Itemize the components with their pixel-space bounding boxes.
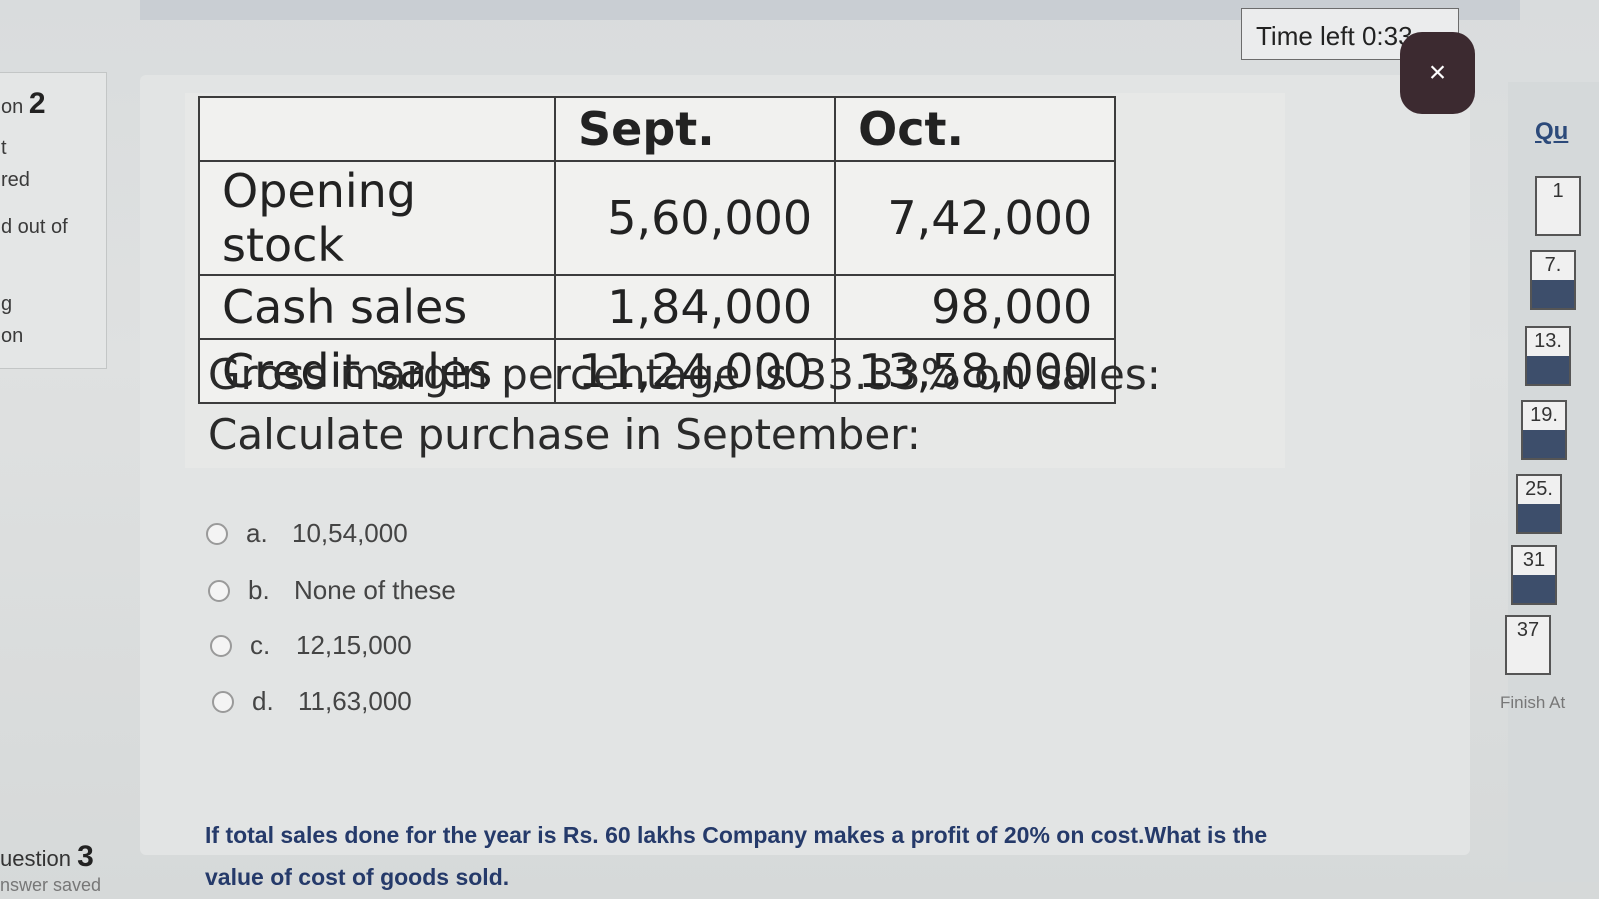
option-text: 10,54,000 (292, 518, 408, 548)
option-text: 12,15,000 (296, 630, 412, 660)
answered-indicator (1532, 280, 1574, 308)
table-cell: Opening stock (198, 160, 556, 276)
question-info-panel: on 2 t red d out of g on (0, 72, 107, 369)
table-header-cell (198, 96, 556, 162)
finish-attempt-link[interactable]: Finish At (1500, 693, 1566, 712)
top-bar (140, 0, 1520, 20)
table-row: Credit sales 11,24,000 13,58,000 (198, 338, 1117, 404)
info-line: red (1, 169, 30, 191)
nav-question-number: 37 (1516, 619, 1540, 641)
nav-question-button[interactable]: 13. (1525, 326, 1571, 386)
option-letter: c. (250, 630, 271, 660)
question-prompt: Calculate purchase in September: (208, 410, 921, 459)
close-button[interactable]: × (1400, 32, 1475, 114)
table-cell: 98,000 (834, 274, 1117, 340)
table-cell: 1,84,000 (553, 274, 837, 340)
nav-question-button[interactable]: 1 (1535, 176, 1581, 236)
answered-indicator (1518, 504, 1560, 532)
nav-question-button[interactable]: 7. (1530, 250, 1576, 310)
info-line: d out of (1, 216, 68, 238)
radio-button[interactable] (208, 579, 230, 602)
option-b[interactable]: b. None of these (208, 575, 456, 606)
table-header-cell: Sept. (553, 96, 837, 162)
close-icon: × (1428, 56, 1447, 89)
option-a[interactable]: a. 10,54,000 (206, 518, 408, 549)
answer-status: nswer saved (0, 875, 102, 895)
table-cell: 7,42,000 (834, 160, 1117, 276)
info-line: g (1, 293, 13, 315)
question-heading: on 2 (1, 87, 46, 120)
table-cell: Cash sales (198, 274, 556, 340)
radio-button[interactable] (210, 634, 232, 657)
table-header-cell: Oct. (834, 96, 1117, 162)
nav-question-button[interactable]: 19. (1521, 400, 1567, 460)
info-line: on (1, 325, 24, 347)
quiz-navigation-title: Qu (1535, 118, 1569, 145)
next-question-number: 3 (77, 840, 94, 873)
question-number: 2 (28, 87, 46, 120)
next-question-text: If total sales done for the year is Rs. … (205, 822, 1268, 848)
radio-button[interactable] (206, 522, 228, 545)
nav-question-number: 25. (1525, 478, 1553, 500)
table-cell: 13,58,000 (834, 338, 1117, 404)
nav-question-number: 7. (1544, 254, 1562, 276)
table-header-row: Sept. Oct. (198, 96, 1117, 162)
question-statement: Gross margin percentage is 33.33% on sal… (208, 350, 1161, 399)
table-cell: 11,24,000 (553, 338, 837, 404)
answered-indicator (1527, 356, 1569, 384)
nav-question-button[interactable]: 31 (1511, 545, 1557, 605)
nav-question-number: 13. (1534, 330, 1562, 352)
option-text: None of these (294, 575, 456, 605)
table-row: Cash sales 1,84,000 98,000 (198, 274, 1117, 340)
answered-indicator (1513, 575, 1555, 603)
option-c[interactable]: c. 12,15,000 (210, 630, 412, 661)
option-d[interactable]: d. 11,63,000 (212, 686, 412, 717)
nav-question-number: 1 (1552, 180, 1564, 202)
option-text: 11,63,000 (298, 686, 412, 716)
question-table: Sept. Oct. Opening stock 5,60,000 7,42,0… (198, 96, 1117, 404)
option-letter: d. (252, 686, 274, 716)
option-letter: a. (246, 518, 268, 548)
table-row: Opening stock 5,60,000 7,42,000 (198, 160, 1117, 276)
next-question-text: value of cost of goods sold. (205, 864, 510, 890)
nav-question-button[interactable]: 25. (1516, 474, 1562, 534)
next-question-heading: uestion 3 (0, 840, 94, 873)
table-cell: Credit sales (198, 338, 556, 404)
nav-question-number: 19. (1530, 404, 1558, 426)
answered-indicator (1523, 430, 1565, 458)
nav-question-button[interactable]: 37 (1505, 615, 1551, 675)
nav-question-number: 31 (1522, 549, 1546, 571)
table-cell: 5,60,000 (553, 160, 837, 276)
info-line: t (1, 137, 7, 159)
radio-button[interactable] (212, 690, 234, 713)
option-letter: b. (248, 575, 270, 605)
